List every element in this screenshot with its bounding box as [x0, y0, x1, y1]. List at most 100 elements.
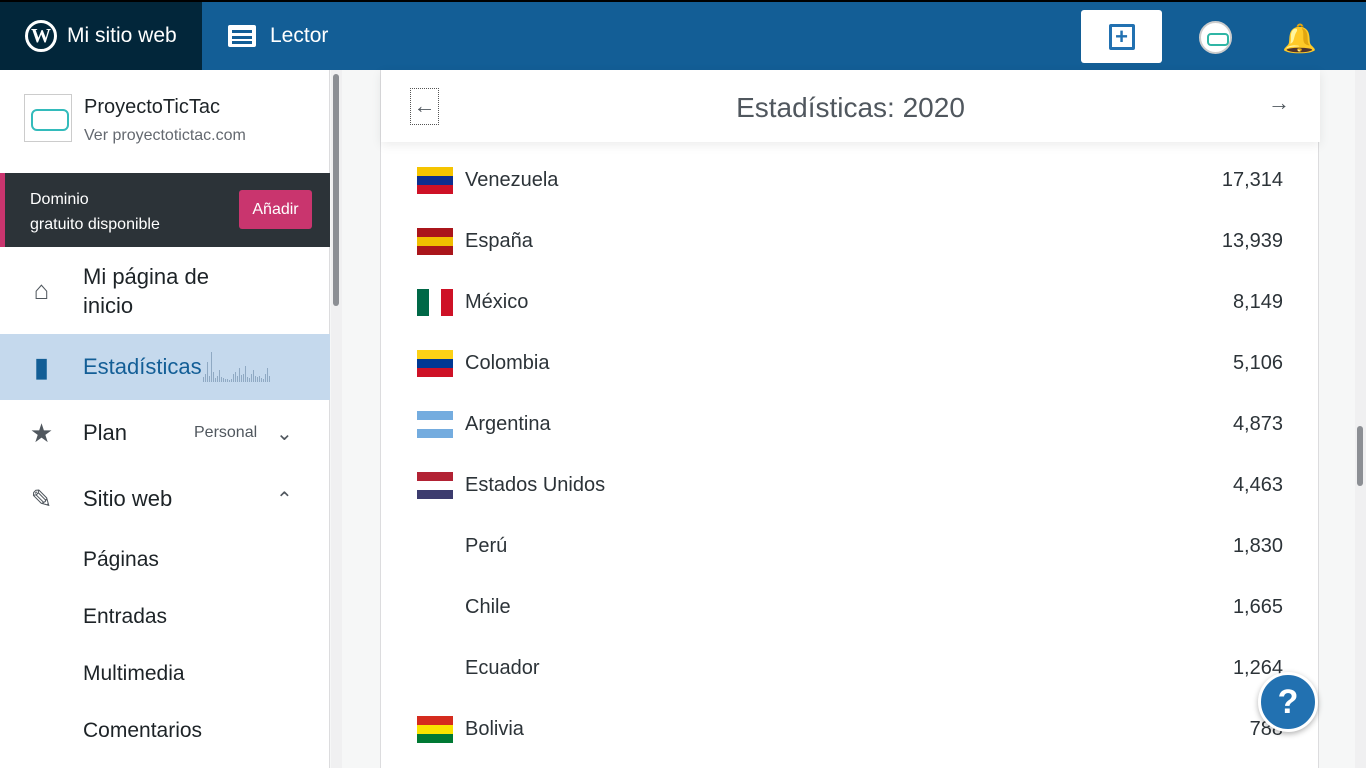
views-count: 1,830 — [1232, 535, 1283, 557]
flag-icon — [417, 228, 453, 255]
stats-icon: ▮ — [34, 351, 49, 382]
sparkline-bar — [267, 368, 268, 382]
views-count: 4,873 — [1232, 413, 1283, 435]
sparkline-bar — [211, 352, 212, 382]
sparkline-bar — [221, 377, 222, 382]
sparkline-bar — [237, 376, 238, 382]
sparkline-bar — [235, 372, 236, 382]
previous-arrow-icon[interactable]: ← — [410, 88, 439, 125]
help-button[interactable]: ? — [1258, 672, 1318, 732]
flag-icon — [417, 716, 453, 743]
site-logo — [24, 94, 72, 142]
sparkline-bar — [269, 376, 270, 382]
sparkline-bar — [249, 378, 250, 382]
page-scrollbar[interactable] — [1355, 70, 1366, 768]
sparkline-bar — [257, 377, 258, 382]
country-name: Argentina — [465, 413, 551, 435]
stats-card: ← Estadísticas: 2020 → Venezuela 17,314 Es… — [380, 70, 1320, 768]
sparkline-bar — [225, 379, 226, 382]
table-row[interactable]: Venezuela 17,314 — [381, 150, 1320, 211]
sparkline-bar — [245, 366, 246, 382]
flag-icon — [417, 411, 453, 438]
sparkline-bar — [253, 370, 254, 382]
country-name: Chile — [465, 596, 511, 618]
my-site-label: Mi sitio web — [67, 24, 177, 47]
views-count: 4,463 — [1232, 474, 1283, 496]
sparkline-bar — [207, 362, 208, 382]
views-count: 8,149 — [1232, 291, 1283, 313]
table-row[interactable]: Colombia 5,106 — [381, 333, 1320, 394]
write-post-button[interactable]: + — [1081, 10, 1162, 63]
sidebar-item-stats[interactable]: ▮ Estadísticas — [0, 334, 330, 400]
sparkline-bar — [255, 376, 256, 382]
sidebar-item-media[interactable]: Multimedia — [83, 662, 185, 685]
sparkline-bar — [231, 379, 232, 382]
sidebar-item-posts[interactable]: Entradas — [83, 605, 168, 628]
country-name: Ecuador — [465, 657, 540, 679]
add-domain-button[interactable]: Añadir — [239, 190, 312, 229]
top-bar: W Mi sitio web Lector + 🔔 — [0, 0, 1366, 70]
flag-icon — [417, 289, 453, 316]
sparkline-bar — [223, 378, 224, 382]
stats-sparkline — [203, 352, 325, 382]
sparkline-bar — [219, 370, 220, 382]
sparkline-bar — [243, 374, 244, 382]
user-avatar[interactable] — [1199, 21, 1232, 54]
view-site-link[interactable]: Ver proyectotictac.com — [84, 127, 246, 144]
sidebar-item-site[interactable]: ✎ Sitio web ⌃ — [0, 466, 330, 532]
country-name: Venezuela — [465, 169, 559, 191]
sparkline-bar — [261, 378, 262, 382]
table-row[interactable]: México 8,149 — [381, 272, 1320, 333]
views-count: 17,314 — [1221, 169, 1283, 191]
sparkline-bar — [227, 379, 228, 382]
flag-icon — [417, 167, 453, 194]
pencil-icon: ✎ — [30, 483, 53, 514]
notifications-bell-icon[interactable]: 🔔 — [1282, 23, 1317, 54]
sparkline-bar — [213, 372, 214, 382]
sidebar-item-pages[interactable]: Páginas — [83, 548, 159, 571]
country-name: Perú — [465, 535, 508, 557]
table-row[interactable]: Bolivia 788 — [381, 699, 1320, 760]
sparkline-bar — [265, 374, 266, 382]
chevron-down-icon: ⌄ — [276, 422, 293, 445]
plan-label: Plan — [83, 420, 128, 445]
sidebar-item-comments[interactable]: Comentarios — [83, 719, 203, 742]
sparkline-bar — [205, 374, 206, 382]
site-name: ProyectoTicTac — [84, 96, 220, 118]
sparkline-bar — [251, 374, 252, 382]
site-info[interactable]: ProyectoTicTac Ver proyectotictac.com — [24, 94, 246, 145]
domain-text-2: gratuito disponible — [30, 216, 160, 233]
flag-icon — [417, 350, 453, 377]
stats-label: Estadísticas — [83, 354, 202, 379]
stats-header: ← Estadísticas: 2020 → — [381, 70, 1320, 142]
sidebar-scrollbar[interactable] — [331, 70, 342, 768]
sparkline-bar — [263, 379, 264, 382]
table-row[interactable]: Argentina 4,873 — [381, 394, 1320, 455]
free-domain-banner: Dominio gratuito disponible Añadir — [0, 173, 330, 247]
sidebar-item-plan[interactable]: ★ Plan Personal ⌄ — [0, 400, 330, 466]
reader-label: Lector — [270, 24, 329, 47]
table-row[interactable]: Ecuador 1,264 — [381, 638, 1320, 699]
sparkline-bar — [203, 377, 204, 382]
sparkline-bar — [229, 380, 230, 382]
table-row[interactable]: Estados Unidos 4,463 — [381, 455, 1320, 516]
table-row[interactable]: Perú 1,830 — [381, 516, 1320, 577]
home-label: Mi página de inicio — [83, 263, 209, 318]
domain-text: Dominio — [30, 191, 89, 208]
table-row[interactable]: Chile 1,665 — [381, 577, 1320, 638]
reader-button[interactable]: Lector — [228, 2, 328, 70]
views-count: 13,939 — [1221, 230, 1283, 252]
flag-icon — [417, 472, 453, 499]
country-name: México — [465, 291, 529, 313]
next-arrow-icon[interactable]: → — [1268, 90, 1290, 115]
country-name: Estados Unidos — [465, 474, 606, 496]
sparkline-bar — [209, 376, 210, 382]
chevron-up-icon: ⌃ — [276, 488, 293, 511]
sparkline-bar — [239, 368, 240, 382]
table-row[interactable]: España 13,939 — [381, 211, 1320, 272]
country-name: España — [465, 230, 533, 252]
my-site-button[interactable]: W Mi sitio web — [0, 2, 202, 70]
sparkline-bar — [241, 375, 242, 382]
star-icon: ★ — [29, 417, 54, 448]
sidebar-item-home[interactable]: ⌂ Mi página de inicio — [0, 247, 330, 334]
